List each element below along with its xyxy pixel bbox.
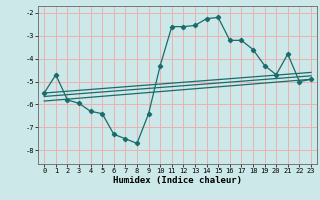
X-axis label: Humidex (Indice chaleur): Humidex (Indice chaleur) <box>113 176 242 185</box>
